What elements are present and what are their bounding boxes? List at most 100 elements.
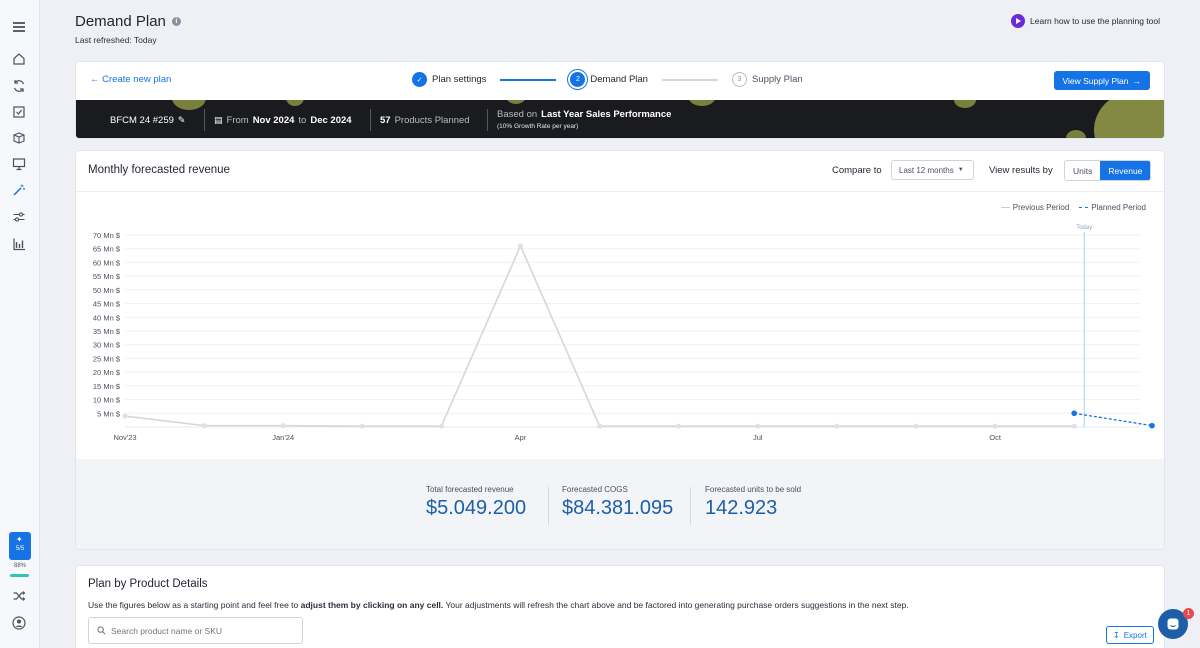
step-plan-settings[interactable]: ✓ Plan settings <box>412 72 486 87</box>
based-on-value: Last Year Sales Performance <box>541 108 672 120</box>
decor-blob <box>286 100 304 106</box>
legend-previous-period[interactable]: Previous Period <box>1000 203 1070 212</box>
boxes-icon[interactable] <box>10 129 28 147</box>
kpi-value: $5.049.200 <box>426 497 527 519</box>
search-input[interactable] <box>111 625 291 636</box>
export-label: Export <box>1123 630 1147 640</box>
forecast-chart-card: Monthly forecasted revenue Compare to La… <box>75 150 1165 550</box>
step-label: Supply Plan <box>751 74 803 85</box>
kpi-value: 142.923 <box>705 497 778 519</box>
divider <box>548 487 549 525</box>
y-tick-label: 70 Mn $ <box>93 231 121 240</box>
pin-icon: ✦ <box>16 535 23 544</box>
presentation-icon[interactable] <box>10 155 28 173</box>
y-tick-label: 50 Mn $ <box>93 286 121 295</box>
divider <box>204 109 205 131</box>
y-tick-label: 60 Mn $ <box>93 258 121 267</box>
decor-blob <box>506 100 526 104</box>
download-icon: ↧ <box>1113 630 1120 640</box>
view-supply-plan-button[interactable]: View Supply Plan → <box>1053 71 1150 90</box>
home-icon[interactable] <box>10 50 28 68</box>
toggle-units[interactable]: Units <box>1065 161 1101 180</box>
planned-period-point <box>1149 422 1155 429</box>
to-value: Dec 2024 <box>310 114 352 126</box>
previous-period-point <box>517 243 524 249</box>
wand-icon[interactable] <box>10 181 28 199</box>
export-button[interactable]: ↧ Export <box>1106 626 1154 644</box>
step-number: 2 <box>570 72 586 87</box>
learn-planning-tool-link[interactable]: Learn how to use the planning tool <box>1011 14 1160 28</box>
caret-down-icon: ▼ <box>957 167 964 173</box>
refresh-icon[interactable] <box>10 77 28 95</box>
chart-legend: Previous Period Planned Period <box>1000 203 1146 212</box>
shuffle-icon[interactable] <box>10 587 28 605</box>
bar-chart-icon[interactable] <box>10 235 28 253</box>
previous-period-point <box>122 413 128 419</box>
previous-period-point <box>913 423 919 429</box>
arrow-right-icon: → <box>1132 75 1142 86</box>
previous-period-point <box>359 423 365 429</box>
user-avatar-icon[interactable] <box>10 614 28 632</box>
plan-name[interactable]: BFCM 24 #259 ✎ <box>110 100 186 138</box>
progress-percent: 88% <box>13 563 26 569</box>
step-label: Demand Plan <box>590 74 648 85</box>
menu-icon[interactable] <box>10 18 28 36</box>
info-icon[interactable]: i <box>171 17 181 26</box>
divider <box>487 109 488 131</box>
based-on: Based on Last Year Sales Performance <box>497 100 671 128</box>
plan-name-text: BFCM 24 #259 <box>110 114 174 126</box>
decor-blob <box>1066 130 1086 138</box>
divider <box>690 487 691 525</box>
onboarding-progress-badge[interactable]: ✦ 5/5 <box>9 532 31 560</box>
y-tick-label: 25 Mn $ <box>93 354 121 363</box>
legend-previous-label: Previous Period <box>1012 203 1070 212</box>
legend-planned-period[interactable]: Planned Period <box>1079 203 1146 212</box>
kpi-total-revenue: Total forecasted revenue $5.049.200 <box>426 485 526 520</box>
arrow-left-icon: ← <box>90 74 100 85</box>
planned-period-line <box>1074 412 1153 427</box>
decor-blob <box>688 100 716 106</box>
revenue-line-chart: 5 Mn $ 10 Mn $ 15 Mn $ 20 Mn $ 25 Mn $ 30 Mn … <box>93 225 1155 442</box>
compare-label: Compare to <box>832 165 882 176</box>
products-count: 57 <box>380 114 391 126</box>
divider <box>370 109 371 131</box>
create-new-plan-link[interactable]: ← Create new plan <box>90 74 171 85</box>
sliders-icon[interactable] <box>10 208 28 226</box>
y-tick-label: 20 Mn $ <box>93 368 121 377</box>
previous-period-point <box>755 423 761 429</box>
previous-period-point <box>1071 423 1077 429</box>
search-icon <box>97 626 106 635</box>
learn-link-label: Learn how to use the planning tool <box>1030 16 1160 26</box>
step-demand-plan[interactable]: 2 Demand Plan <box>570 72 648 87</box>
step-number: 3 <box>731 72 747 87</box>
plan-stepper-card: ← Create new plan ✓ Plan settings 2 Dema… <box>75 61 1165 139</box>
decor-blob <box>172 100 206 110</box>
view-results-toggle: Units Revenue <box>1064 160 1152 181</box>
compare-period-select[interactable]: Last 12 months ▼ <box>891 160 974 180</box>
kpi-label: Forecasted units to be sold <box>705 485 802 494</box>
previous-period-point <box>201 423 207 429</box>
y-tick-label: 30 Mn $ <box>93 341 121 350</box>
x-tick-label: Apr <box>515 433 527 442</box>
chat-notification-badge: 1 <box>1183 608 1194 619</box>
progress-count: 5/5 <box>15 546 25 552</box>
y-tick-label: 15 Mn $ <box>93 382 121 391</box>
step-supply-plan[interactable]: 3 Supply Plan <box>731 72 803 87</box>
play-icon <box>1011 14 1026 28</box>
calendar-icon: ▤ <box>214 114 223 125</box>
x-tick-label: Oct <box>989 433 1002 442</box>
y-tick-label: 55 Mn $ <box>93 272 121 281</box>
kpi-label: Total forecasted revenue <box>426 485 514 494</box>
step-connector <box>661 78 718 81</box>
from-value: Nov 2024 <box>252 114 295 126</box>
previous-period-point <box>280 423 286 429</box>
pencil-icon[interactable]: ✎ <box>177 114 186 125</box>
checklist-icon[interactable] <box>10 103 28 121</box>
chat-icon <box>1167 618 1179 630</box>
check-icon: ✓ <box>412 72 427 87</box>
desc-prefix: Use the figures below as a starting poin… <box>88 600 301 610</box>
toggle-revenue[interactable]: Revenue <box>1100 161 1151 180</box>
divider <box>76 191 1164 192</box>
details-description: Use the figures below as a starting poin… <box>88 600 909 610</box>
kpi-label: Forecasted COGS <box>562 485 628 494</box>
